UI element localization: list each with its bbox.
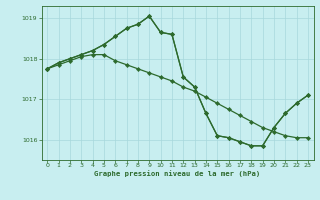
X-axis label: Graphe pression niveau de la mer (hPa): Graphe pression niveau de la mer (hPa) — [94, 170, 261, 177]
